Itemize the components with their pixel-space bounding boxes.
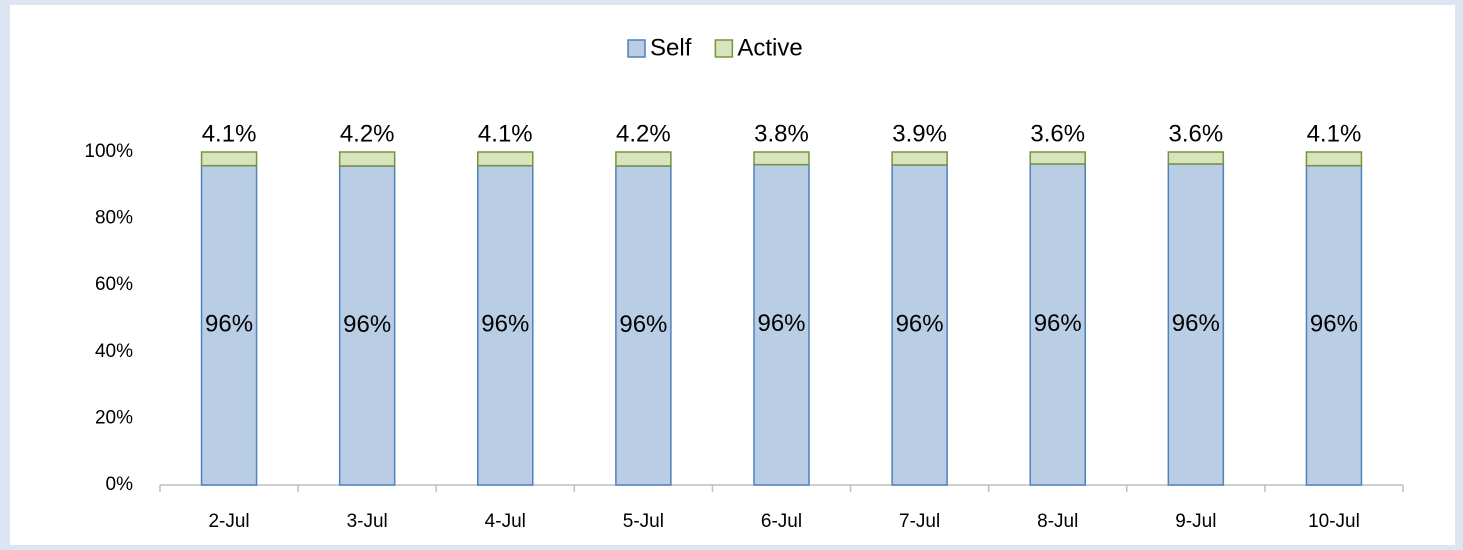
bar-segment <box>1305 151 1363 167</box>
x-tick-label: 6-Jul <box>761 511 802 532</box>
bar-segment <box>477 151 534 167</box>
bar-segment <box>1029 163 1086 486</box>
data-label: 3.8% <box>754 120 809 147</box>
data-label: 96% <box>896 310 944 337</box>
data-label: 96% <box>205 311 253 338</box>
x-tick-label: 2-Jul <box>208 511 249 532</box>
data-label: 96% <box>481 311 529 338</box>
bar-segment <box>891 164 948 486</box>
data-label: 4.2% <box>340 120 395 147</box>
bar-segment <box>477 164 534 486</box>
legend-swatch <box>627 39 646 58</box>
x-tick-label: 3-Jul <box>347 511 388 532</box>
x-tick-label: 5-Jul <box>623 511 664 532</box>
data-label: 4.1% <box>478 120 533 147</box>
bar-segment <box>338 151 396 167</box>
legend-swatch <box>714 39 734 58</box>
bar-segment <box>615 165 672 486</box>
data-label: 96% <box>1034 310 1082 337</box>
data-label: 3.6% <box>1030 120 1085 147</box>
data-label: 96% <box>343 311 391 338</box>
data-label: 4.2% <box>616 120 671 147</box>
y-tick-label: 80% <box>95 208 133 229</box>
bar-segment <box>1305 164 1363 486</box>
y-tick-label: 20% <box>95 407 133 428</box>
bar-segment <box>1167 163 1225 486</box>
legend-label: Active <box>737 34 802 61</box>
bar-segment <box>200 151 258 167</box>
data-label: 96% <box>1310 311 1358 338</box>
bar-segment <box>338 165 396 486</box>
bar-segment <box>1167 151 1225 165</box>
bar-segment <box>753 163 810 486</box>
y-tick-label: 60% <box>95 274 133 295</box>
bar-segment <box>1029 151 1086 165</box>
x-tick-label: 9-Jul <box>1175 511 1216 532</box>
data-label: 4.1% <box>202 120 257 147</box>
data-label: 3.9% <box>892 120 947 147</box>
legend-label: Self <box>650 34 692 61</box>
y-tick-label: 100% <box>84 141 133 162</box>
y-tick-label: 0% <box>106 474 134 495</box>
bar-segment <box>753 151 810 166</box>
x-tick-label: 7-Jul <box>899 511 940 532</box>
data-label: 96% <box>1172 310 1220 337</box>
bar-segment <box>891 151 948 166</box>
x-tick-label: 4-Jul <box>485 511 526 532</box>
x-tick-label: 8-Jul <box>1037 511 1078 532</box>
data-label: 3.6% <box>1168 120 1223 147</box>
y-tick-label: 40% <box>95 341 133 362</box>
data-label: 96% <box>757 310 805 337</box>
data-label: 4.1% <box>1307 120 1362 147</box>
x-tick-label: 10-Jul <box>1308 511 1360 532</box>
bar-segment <box>615 151 672 167</box>
bar-segment <box>200 164 258 486</box>
data-label: 96% <box>619 311 667 338</box>
